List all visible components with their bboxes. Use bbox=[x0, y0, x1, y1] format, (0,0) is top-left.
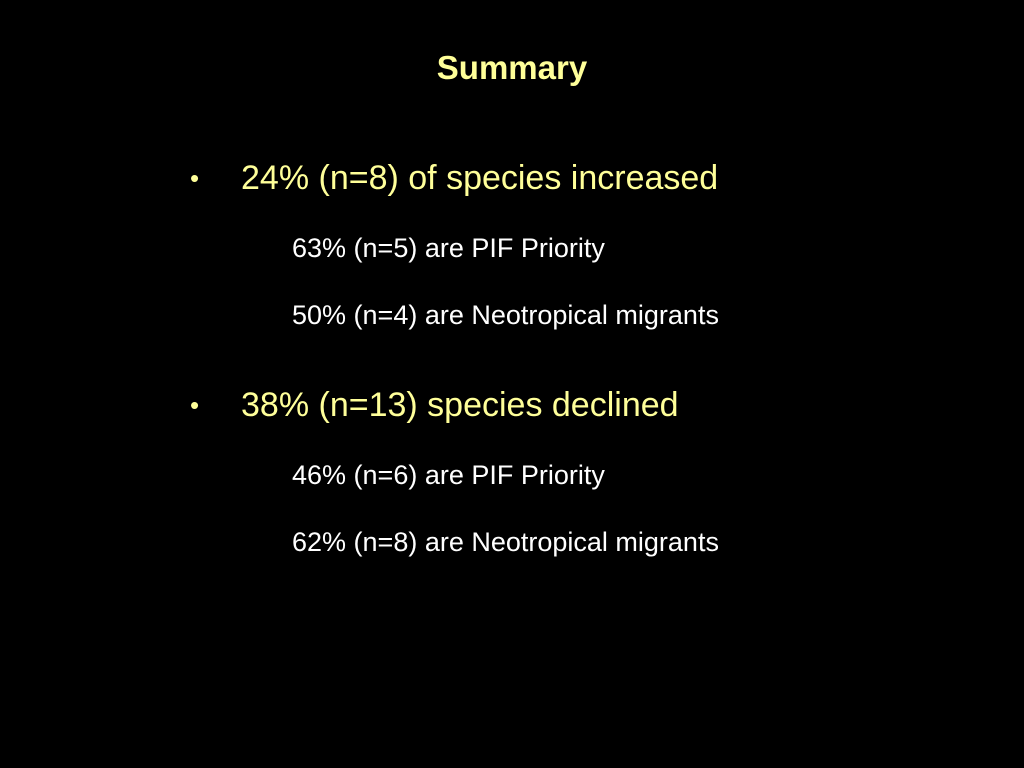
bullet-text: 38% (n=13) species declined bbox=[241, 386, 679, 424]
sub-item-pif-priority: 63% (n=5) are PIF Priority bbox=[292, 233, 605, 263]
sub-item-neotropical-migrants: 62% (n=8) are Neotropical migrants bbox=[292, 527, 719, 557]
bullet-marker: • bbox=[190, 163, 200, 193]
slide-title: Summary bbox=[436, 49, 588, 86]
sub-item-neotropical-migrants: 50% (n=4) are Neotropical migrants bbox=[292, 300, 719, 330]
bullet-marker: • bbox=[190, 390, 200, 420]
sub-item-pif-priority: 46% (n=6) are PIF Priority bbox=[292, 460, 605, 490]
bullet-text: 24% (n=8) of species increased bbox=[241, 159, 719, 197]
